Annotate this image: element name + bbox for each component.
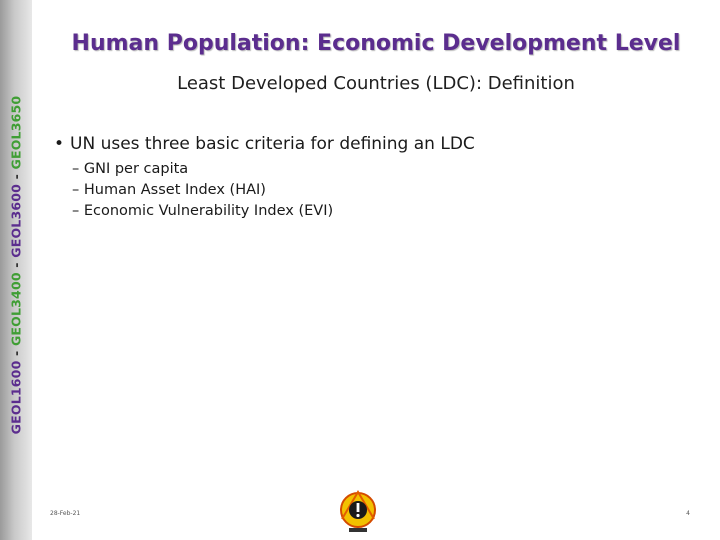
slide-content: • UN uses three basic criteria for defin…: [54, 133, 694, 222]
criteria-item-hai: – Human Asset Index (HAI): [72, 182, 266, 198]
course-code-geol1600: GEOL1600: [8, 360, 24, 435]
course-separator: -: [8, 169, 24, 184]
footer-date: 28-Feb-21: [50, 510, 81, 517]
course-separator: -: [8, 257, 24, 273]
criteria-list: – GNI per capita – Human Asset Index (HA…: [72, 159, 694, 222]
course-code-geol3600: GEOL3600: [8, 183, 24, 258]
bullet-text: UN uses three basic criteria for definin…: [70, 134, 475, 154]
course-code-geol3400: GEOL3400: [8, 272, 24, 347]
bullet-marker: •: [54, 134, 65, 154]
course-sidebar: GEOL1600 - GEOL3400 - GEOL3600 - GEOL365…: [0, 0, 32, 540]
criteria-item-gni: – GNI per capita: [72, 161, 189, 177]
slide-subtitle: Least Developed Countries (LDC): Definit…: [177, 73, 575, 94]
course-codes: GEOL1600 - GEOL3400 - GEOL3600 - GEOL365…: [9, 96, 24, 435]
course-code-geol3650: GEOL3650: [8, 95, 24, 170]
bullet-point: • UN uses three basic criteria for defin…: [54, 133, 694, 155]
warning-logo: [340, 490, 376, 532]
slide-title: Human Population: Economic Development L…: [71, 31, 681, 56]
criteria-item-evi: – Economic Vulnerability Index (EVI): [72, 203, 334, 219]
page-number: 4: [686, 510, 690, 517]
course-separator: -: [8, 346, 24, 361]
